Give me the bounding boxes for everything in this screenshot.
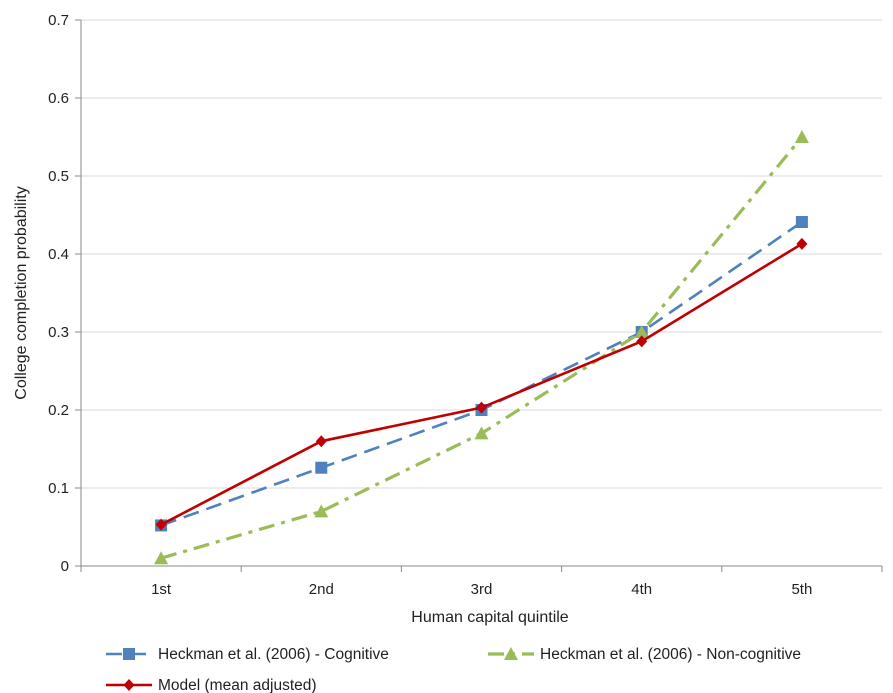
legend-item-1: Heckman et al. (2006) - Cognitive	[106, 646, 389, 663]
axes	[75, 19, 883, 572]
legend-item-3: Model (mean adjusted)	[106, 677, 317, 693]
y-tick-label: 0.2	[48, 402, 69, 419]
x-tick-label: 5th	[791, 581, 812, 598]
legend: Heckman et al. (2006) - Cognitive Heckman…	[106, 646, 801, 693]
x-axis-title: Human capital quintile	[411, 609, 569, 626]
x-tick-labels: 1st 2nd 3rd 4th 5th	[151, 581, 812, 598]
y-tick-label: 0.6	[48, 90, 69, 107]
data-point	[476, 401, 487, 414]
data-point	[796, 237, 808, 250]
legend-label: Heckman et al. (2006) - Non-cognitive	[540, 646, 801, 663]
data-point	[315, 435, 327, 448]
x-tick-label: 1st	[151, 581, 172, 598]
data-point	[315, 461, 328, 474]
legend-marker	[123, 648, 135, 660]
x-tick-label: 2nd	[309, 581, 334, 598]
y-tick-labels: 0 0.1 0.2 0.3 0.4 0.5 0.6 0.7	[48, 12, 69, 575]
series-2	[154, 130, 809, 565]
y-axis-title: College completion probability	[13, 186, 30, 399]
gridlines	[81, 19, 882, 489]
y-tick-label: 0	[61, 558, 69, 575]
series-line	[160, 135, 804, 560]
legend-marker	[123, 679, 135, 691]
series-1	[155, 216, 808, 532]
y-tick-label: 0.5	[48, 168, 69, 185]
data-point	[636, 335, 648, 348]
legend-label: Heckman et al. (2006) - Cognitive	[158, 646, 389, 663]
x-tick-label: 4th	[631, 581, 652, 598]
data-point	[474, 426, 489, 440]
data-point	[155, 518, 167, 531]
data-point	[154, 551, 169, 565]
data-point	[314, 504, 329, 518]
series-group	[154, 130, 809, 565]
legend-item-2: Heckman et al. (2006) - Non-cognitive	[488, 646, 801, 663]
data-point	[795, 216, 808, 229]
y-tick-label: 0.1	[48, 480, 69, 497]
y-tick-label: 0.3	[48, 324, 69, 341]
y-tick-label: 0.7	[48, 12, 69, 29]
series-line	[160, 220, 803, 527]
data-point	[634, 325, 649, 338]
series-line	[160, 242, 803, 526]
legend-marker	[504, 647, 518, 660]
y-tick-label: 0.4	[48, 246, 69, 263]
x-tick-label: 3rd	[471, 581, 493, 598]
data-point	[794, 130, 809, 143]
series-3	[155, 237, 808, 531]
legend-label: Model (mean adjusted)	[158, 677, 317, 693]
